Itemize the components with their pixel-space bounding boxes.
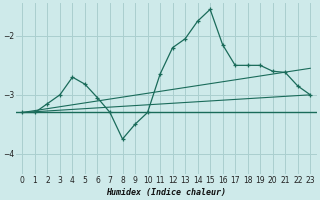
X-axis label: Humidex (Indice chaleur): Humidex (Indice chaleur) [106,188,226,197]
